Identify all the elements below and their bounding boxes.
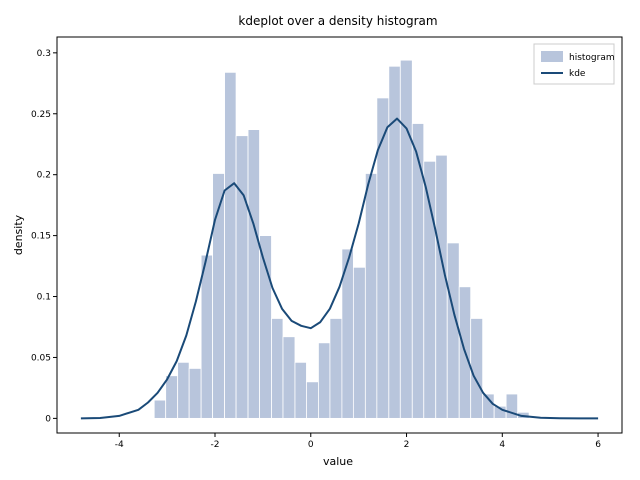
histogram-bar	[318, 342, 331, 419]
y-axis-ticks: 0 0.05 0.1 0.15 0.2 0.25 0.3	[31, 49, 57, 424]
x-tick-label: -2	[211, 440, 220, 450]
x-tick-label: 6	[595, 440, 601, 450]
histogram-bar	[306, 381, 319, 419]
y-tick-label: 0.2	[37, 171, 51, 181]
histogram-bar	[177, 361, 190, 419]
histogram-bar	[188, 368, 202, 419]
histogram-bar	[294, 361, 307, 419]
x-axis-ticks: -4 -2 0 2 4 6	[115, 433, 601, 450]
histogram-bar	[470, 318, 484, 419]
histogram-bar	[271, 318, 284, 419]
x-axis-label: value	[323, 455, 353, 468]
kde-line	[80, 117, 599, 420]
histogram-bar	[235, 135, 249, 419]
x-tick-label: -4	[115, 440, 124, 450]
y-tick-label: 0.05	[31, 353, 51, 363]
histogram-bar	[282, 336, 296, 419]
histogram-bar	[435, 154, 448, 419]
histogram-bar	[352, 266, 366, 419]
legend-histogram-label: histogram	[569, 53, 615, 63]
legend-box	[533, 43, 615, 85]
histogram-bar	[423, 160, 437, 419]
histogram-bar	[200, 254, 214, 419]
histogram-bar	[153, 399, 167, 419]
legend: histogram kde	[533, 43, 615, 85]
histogram-bar	[399, 59, 413, 419]
histogram-bar	[247, 129, 260, 419]
histogram-bar	[411, 123, 425, 419]
y-axis-label: density	[12, 214, 25, 255]
histogram-bar	[224, 71, 237, 419]
y-tick-label: 0.25	[31, 110, 51, 120]
legend-kde-label: kde	[569, 69, 586, 79]
histogram-bar	[446, 242, 460, 419]
x-tick-label: 4	[499, 440, 505, 450]
histogram-bar	[329, 318, 343, 419]
y-tick-label: 0.1	[37, 293, 51, 303]
kde-layer	[80, 117, 599, 420]
x-tick-label: 2	[404, 440, 410, 450]
histogram-bars	[153, 59, 530, 419]
histogram-bar	[165, 375, 179, 419]
y-tick-label: 0.15	[31, 232, 51, 242]
legend-histogram-swatch	[541, 51, 563, 62]
plot-frame	[56, 36, 623, 434]
chart-title: kdeplot over a density histogram	[238, 14, 437, 28]
x-tick-label: 0	[308, 440, 314, 450]
histogram-bar	[364, 173, 378, 419]
y-tick-label: 0	[45, 414, 51, 424]
y-tick-label: 0.3	[37, 49, 51, 59]
histogram-bar	[505, 393, 519, 419]
